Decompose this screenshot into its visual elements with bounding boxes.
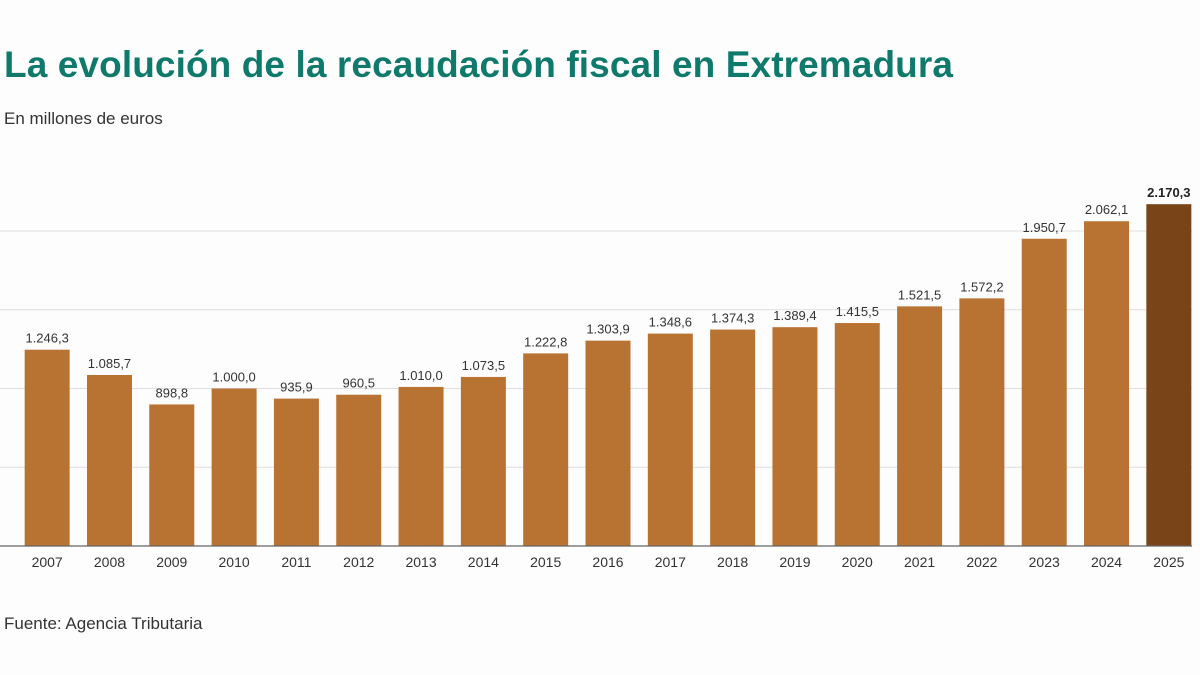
x-tick-2016: 2016 xyxy=(592,554,623,570)
x-tick-2017: 2017 xyxy=(655,554,686,570)
value-label-2017: 1.348,6 xyxy=(649,315,692,330)
source-note: Fuente: Agencia Tributaria xyxy=(4,614,203,633)
value-label-2007: 1.246,3 xyxy=(25,331,68,346)
bar-2009 xyxy=(149,404,195,546)
bar-2016 xyxy=(585,340,631,546)
x-tick-2025: 2025 xyxy=(1153,554,1184,570)
value-label-2012: 960,5 xyxy=(342,376,375,391)
bar-2008 xyxy=(86,375,132,546)
x-tick-2018: 2018 xyxy=(717,554,748,570)
chart-subtitle: En millones de euros xyxy=(4,109,163,128)
value-label-2009: 898,8 xyxy=(156,385,189,400)
bar-2017 xyxy=(647,333,693,546)
x-tick-2010: 2010 xyxy=(219,554,250,570)
x-tick-2022: 2022 xyxy=(966,554,997,570)
bar-2025 xyxy=(1146,204,1192,547)
x-tick-2013: 2013 xyxy=(405,554,436,570)
value-label-2021: 1.521,5 xyxy=(898,287,941,302)
bar-2010 xyxy=(211,388,257,546)
bar-2012 xyxy=(336,394,382,546)
x-tick-2024: 2024 xyxy=(1091,554,1122,570)
x-tick-2008: 2008 xyxy=(94,554,125,570)
x-tick-2021: 2021 xyxy=(904,554,935,570)
value-label-2016: 1.303,9 xyxy=(586,322,629,337)
bar-2022 xyxy=(959,298,1005,546)
x-tick-2009: 2009 xyxy=(156,554,187,570)
value-label-2010: 1.000,0 xyxy=(212,370,255,385)
x-tick-2019: 2019 xyxy=(779,554,810,570)
value-label-2008: 1.085,7 xyxy=(88,356,131,371)
bar-2020 xyxy=(834,323,880,546)
x-tick-2012: 2012 xyxy=(343,554,374,570)
value-label-2015: 1.222,8 xyxy=(524,334,567,349)
value-label-2014: 1.073,5 xyxy=(462,358,505,373)
bar-2018 xyxy=(710,329,756,546)
x-axis-labels: 2007 2008 2009 2010 2011 2012 2013 2014 2015 2016… xyxy=(32,554,1185,570)
bar-2021 xyxy=(897,306,943,546)
x-tick-2011: 2011 xyxy=(281,554,311,570)
value-label-2018: 1.374,3 xyxy=(711,311,754,326)
value-label-2011: 935,9 xyxy=(280,380,313,395)
bar-2015 xyxy=(523,353,569,546)
x-tick-2015: 2015 xyxy=(530,554,561,570)
value-label-2024: 2.062,1 xyxy=(1085,202,1128,217)
value-label-2019: 1.389,4 xyxy=(773,308,816,323)
value-label-2020: 1.415,5 xyxy=(836,304,879,319)
bars xyxy=(24,204,1192,547)
bar-2011 xyxy=(273,398,319,546)
bar-2024 xyxy=(1084,221,1130,547)
bar-2013 xyxy=(398,386,444,546)
bar-2014 xyxy=(460,376,506,546)
x-tick-2007: 2007 xyxy=(32,554,63,570)
bar-2019 xyxy=(772,327,818,546)
bar-2007 xyxy=(24,349,70,546)
value-labels: 1.246,3 1.085,7 898,8 1.000,0 935,9 960,5 1.01… xyxy=(25,185,1190,400)
x-tick-2020: 2020 xyxy=(842,554,873,570)
value-label-2022: 1.572,2 xyxy=(960,279,1003,294)
bar-2023 xyxy=(1021,238,1067,546)
chart-title: La evolución de la recaudación fiscal en… xyxy=(4,44,954,85)
value-label-2025: 2.170,3 xyxy=(1147,185,1190,200)
value-label-2023: 1.950,7 xyxy=(1023,220,1066,235)
x-tick-2014: 2014 xyxy=(468,554,499,570)
x-tick-2023: 2023 xyxy=(1029,554,1060,570)
value-label-2013: 1.010,0 xyxy=(399,368,442,383)
